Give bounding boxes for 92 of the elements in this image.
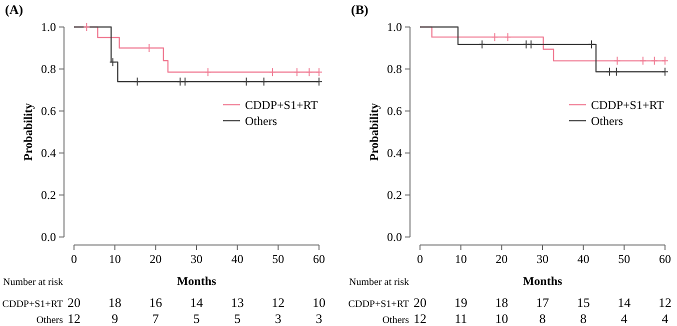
y-tick-label: 0.6 (387, 104, 402, 118)
point (478, 40, 486, 49)
text: 10 (312, 295, 326, 310)
text: Number at risk (3, 277, 63, 288)
point (134, 77, 141, 86)
y-tick-label: 0.0 (41, 230, 56, 244)
text: 9 (112, 311, 118, 326)
x-tick-label: 30 (536, 252, 548, 266)
point (606, 67, 613, 76)
x-tick-label: 0 (417, 252, 423, 266)
text: 4 (662, 311, 669, 326)
text: 3 (274, 311, 282, 326)
x-tick-label: 20 (150, 252, 162, 266)
point (83, 22, 90, 32)
text: 11 (454, 311, 468, 326)
chart-title: (B) (351, 2, 368, 17)
text: Others (382, 315, 410, 326)
x-axis-title: Months (176, 274, 216, 288)
text: 4 (620, 311, 628, 326)
y-tick-label: 0.8 (41, 62, 56, 76)
text: CDDP+S1+RT (2, 299, 63, 310)
text: 12 (272, 295, 285, 310)
y-tick-label: 1.0 (41, 20, 56, 34)
legend-label: CDDP+S1+RT (245, 98, 318, 112)
text: 5 (193, 311, 200, 326)
x-tick-label: 60 (313, 252, 325, 266)
x-tick-label: 10 (108, 252, 121, 266)
text: 12 (68, 311, 80, 326)
legend-label: CDDP+S1+RT (591, 98, 664, 112)
text: 19 (454, 295, 468, 310)
text: 12 (658, 295, 672, 310)
legend-label: Others (245, 114, 278, 128)
text: 18 (108, 295, 122, 310)
point (588, 40, 595, 49)
x-axis-title: Months (522, 274, 562, 288)
text: Others (36, 315, 64, 326)
text: 18 (495, 295, 508, 310)
text: 17 (536, 295, 550, 310)
point (293, 68, 300, 77)
x-tick-label: 0 (71, 252, 77, 266)
point (242, 77, 250, 86)
text: 3 (316, 311, 322, 326)
legend-label: Others (591, 114, 624, 128)
x-tick-label: 30 (190, 252, 202, 266)
x-tick-label: 20 (496, 252, 508, 266)
text: Number at risk (349, 277, 409, 288)
point (109, 58, 116, 67)
y-tick-label: 0.4 (41, 146, 56, 160)
y-tick-label: 0.2 (387, 188, 402, 202)
point (639, 56, 646, 66)
text: 7 (152, 311, 160, 326)
point (491, 32, 498, 42)
point (182, 77, 189, 86)
point (176, 77, 184, 86)
y-tick-label: 0.2 (41, 188, 56, 202)
y-tick-label: 1.0 (387, 20, 402, 34)
y-axis-title: Probability (367, 103, 381, 161)
x-tick-label: 40 (577, 252, 590, 266)
text: 10 (495, 311, 508, 326)
y-axis-title: Probability (21, 103, 35, 161)
point (260, 77, 268, 86)
text: 15 (576, 295, 590, 310)
x-tick-label: 50 (272, 252, 284, 266)
point (522, 40, 530, 49)
text: 8 (580, 311, 587, 326)
x-tick-label: 60 (659, 252, 671, 266)
point (204, 68, 212, 77)
y-tick-label: 0.0 (387, 230, 402, 244)
point (650, 56, 658, 66)
point (614, 56, 621, 66)
text: CDDP+S1+RT (348, 299, 409, 310)
y-tick-label: 0.8 (387, 62, 402, 76)
x-tick-label: 10 (454, 252, 467, 266)
text: 14 (618, 295, 632, 310)
text: 13 (230, 295, 244, 310)
point (504, 32, 512, 42)
point (612, 67, 620, 76)
text: 14 (190, 295, 204, 310)
text: 20 (68, 295, 80, 310)
chart-title: (A) (5, 2, 24, 17)
text: 5 (234, 311, 241, 326)
y-tick-label: 0.4 (387, 146, 402, 160)
point (306, 68, 313, 77)
text: 8 (539, 311, 546, 326)
point (528, 40, 535, 49)
point (268, 68, 276, 77)
text: 20 (414, 295, 426, 310)
text: 12 (414, 311, 426, 326)
y-tick-label: 0.6 (41, 104, 56, 118)
text: 16 (149, 295, 163, 310)
x-tick-label: 40 (231, 252, 244, 266)
x-tick-label: 50 (618, 252, 630, 266)
